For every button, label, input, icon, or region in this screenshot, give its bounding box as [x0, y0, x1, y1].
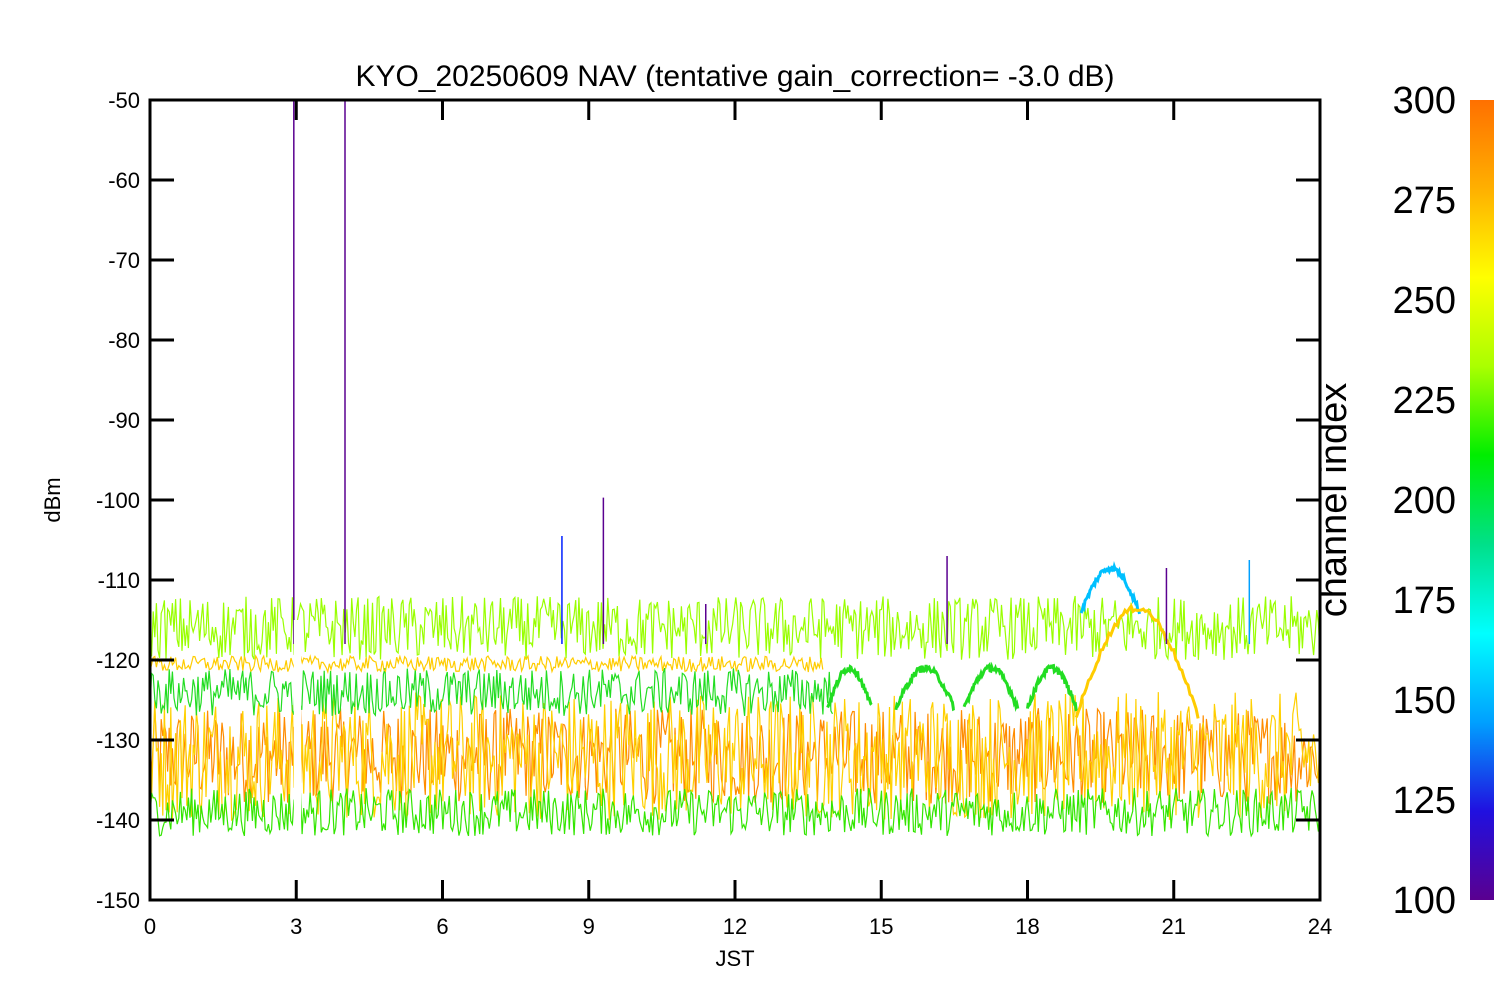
x-tick-label: 3: [290, 914, 302, 939]
data-gap: [293, 620, 302, 900]
signal-arc-4: [1026, 663, 1078, 712]
signal-arc-2: [894, 664, 956, 712]
x-tick-label: 15: [869, 914, 893, 939]
x-tick-label: 6: [436, 914, 448, 939]
colorbar-tick-label: 250: [1393, 280, 1456, 322]
noise-band-265: [150, 692, 1320, 822]
noise-bands: [150, 595, 1320, 838]
noise-band-270: [150, 654, 824, 675]
y-tick-label: -80: [108, 328, 140, 353]
noise-band-240: [150, 787, 1320, 838]
colorbar-tick-label: 100: [1393, 880, 1456, 922]
x-tick-label: 0: [144, 914, 156, 939]
y-tick-label: -120: [96, 648, 140, 673]
x-tick-label: 12: [723, 914, 747, 939]
colorbar-ticks: 300 275 250 225 200 175 150 125 100: [1393, 80, 1456, 922]
x-axis-label: JST: [715, 946, 754, 971]
signal-arc-1: [826, 664, 873, 709]
colorbar-label: channel index: [1313, 383, 1355, 618]
y-tick-label: -90: [108, 408, 140, 433]
y-axis-label: dBm: [40, 477, 65, 522]
colorbar-tick-label: 275: [1393, 180, 1456, 222]
x-tick-label: 18: [1015, 914, 1039, 939]
x-tick-label: 9: [583, 914, 595, 939]
signal-arcs: [826, 560, 1200, 719]
colorbar-tick-label: 200: [1393, 480, 1456, 522]
y-tick-label: -140: [96, 808, 140, 833]
x-axis-ticks: 0 3 6 9 12 15 18 21 24: [144, 100, 1332, 939]
noise-band-280: [150, 707, 1320, 805]
colorbar: [1470, 100, 1494, 900]
y-tick-label: -150: [96, 888, 140, 913]
chart-title: KYO_20250609 NAV (tentative gain_correct…: [355, 60, 1114, 93]
colorbar-tick-label: 300: [1393, 80, 1456, 122]
y-tick-label: -60: [108, 168, 140, 193]
x-tick-label: 24: [1308, 914, 1332, 939]
y-tick-label: -50: [108, 88, 140, 113]
plot-area: [150, 100, 1320, 900]
colorbar-tick-label: 150: [1393, 680, 1456, 722]
x-tick-label: 21: [1162, 914, 1186, 939]
colorbar-tick-label: 175: [1393, 580, 1456, 622]
y-axis-ticks: -50 -60 -70 -80 -90 -100 -110 -120 -130 -140 -150: [96, 88, 1320, 913]
noise-band-235: [150, 667, 834, 717]
y-tick-label: -70: [108, 248, 140, 273]
signal-arc-3: [962, 661, 1020, 713]
y-tick-label: -100: [96, 488, 140, 513]
colorbar-tick-label: 225: [1393, 380, 1456, 422]
signal-arc-0: [1079, 560, 1142, 615]
y-tick-label: -130: [96, 728, 140, 753]
y-tick-label: -110: [98, 568, 140, 593]
noise-band-255: [150, 595, 1320, 661]
signal-arc-5: [1074, 602, 1200, 719]
colorbar-tick-label: 125: [1393, 780, 1456, 822]
signal-spikes: [293, 100, 1251, 644]
